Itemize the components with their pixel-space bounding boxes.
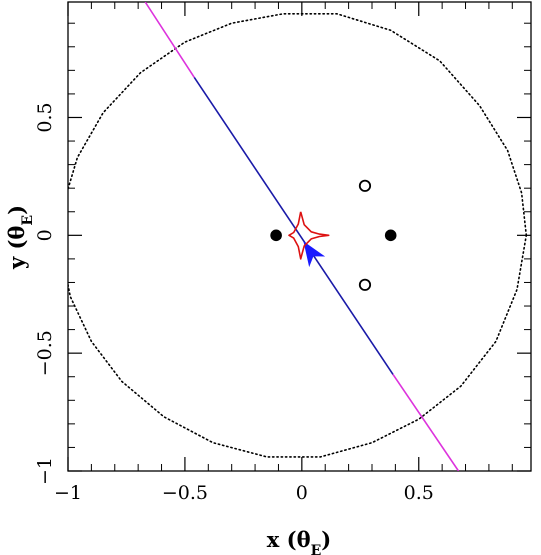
image-points [270,179,397,291]
trajectory-arrow-icon [303,241,326,268]
x-tick-labels: −1 −0.5 0 0.5 [54,482,434,504]
critical-curve [68,13,528,458]
image-point [358,278,372,291]
y-axis-title: y (θE) [4,205,36,270]
caustic-line [288,211,330,260]
lens-mass-point [270,229,282,242]
lens-mass-point [384,229,397,242]
y-tick-label: 0.5 [34,102,56,132]
trajectory-segment [392,373,460,471]
image-point [358,179,372,192]
major-ticks [67,2,531,472]
plot-frame [67,1,532,472]
minor-ticks [68,2,531,471]
x-tick-label: 0.5 [404,482,434,504]
critical-curve-line [68,13,528,458]
x-axis-title: x (θE) [267,527,331,555]
y-tick-label: 0 [34,229,56,241]
trajectory-segment [193,76,394,375]
x-tick-label: −0.5 [162,482,208,504]
x-tick-label: 0 [296,482,308,504]
y-tick-label: −1 [34,457,56,485]
source-trajectory [144,2,460,471]
y-tick-labels: −1 −0.5 0 0.5 [34,102,56,485]
trajectory-segment [144,2,195,78]
x-tick-label: −1 [54,482,82,504]
caustic [288,211,330,260]
y-tick-label: −0.5 [34,330,56,376]
